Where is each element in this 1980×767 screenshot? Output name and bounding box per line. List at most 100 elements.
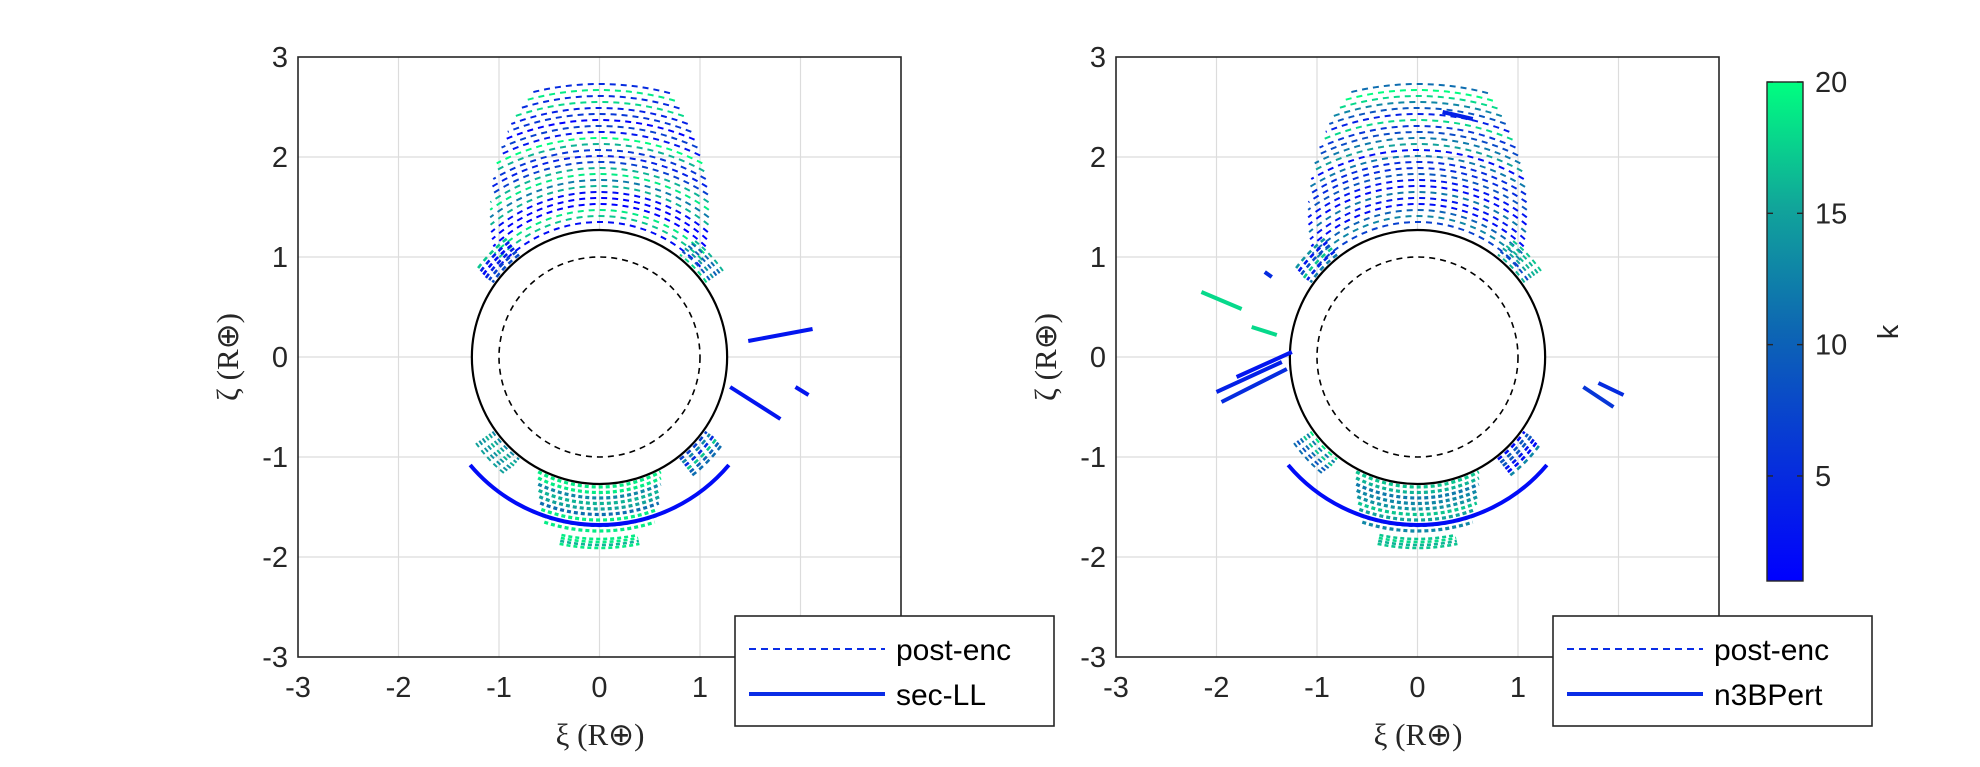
post-enc-dash	[474, 237, 508, 272]
post-enc-dash	[1355, 482, 1480, 500]
post-enc-dash	[1309, 155, 1526, 188]
earth-outline-circle	[470, 228, 729, 486]
post-enc-dash	[481, 244, 513, 277]
left-y-tick-labels: -3 -2 -1 0 1 2 3	[262, 42, 288, 674]
post-enc-dash	[684, 435, 715, 467]
post-enc-dash	[1356, 495, 1479, 511]
left-plot-panel: -3 -2 -1 0 1 2 -3 -2 -1 0 1 2 3 ξ (R⊕) ζ (R⊕) post-…	[210, 42, 1055, 752]
solid-trajectory-segment	[794, 385, 810, 397]
inner-dashed-circle	[498, 256, 701, 458]
left-sec-ll-series	[468, 327, 813, 527]
post-enc-dash	[1310, 149, 1525, 180]
post-enc-dash	[1497, 253, 1526, 284]
post-enc-dash	[560, 536, 639, 544]
post-enc-dash	[1379, 533, 1456, 541]
post-enc-dash	[491, 430, 520, 461]
post-enc-dash	[1309, 197, 1526, 241]
post-enc-dash	[498, 131, 701, 157]
y-tick-label: -1	[1080, 442, 1106, 474]
left-axes-box	[297, 56, 902, 658]
post-enc-dash	[1499, 250, 1529, 281]
post-enc-dash	[528, 83, 671, 95]
post-enc-dash	[491, 197, 708, 241]
post-enc-dash	[510, 106, 689, 125]
left-legend-box	[734, 615, 1055, 727]
post-enc-dash	[540, 507, 659, 522]
post-enc-dash	[1307, 179, 1528, 219]
post-enc-dash	[495, 215, 704, 261]
right-y-axis-label: ζ (R⊕)	[1028, 313, 1063, 401]
right-post-enc-dashes	[1292, 83, 1543, 550]
y-tick-label: 1	[272, 242, 288, 274]
post-enc-dash	[1306, 250, 1336, 281]
post-enc-dash	[1308, 161, 1527, 196]
post-enc-dash	[1356, 488, 1479, 506]
post-enc-dash	[679, 430, 708, 461]
x-tick-label: 0	[591, 672, 607, 704]
earth-outline-circle	[1288, 228, 1547, 486]
post-enc-dash	[1346, 83, 1489, 95]
post-enc-dash	[523, 89, 676, 102]
post-enc-dash	[689, 241, 721, 274]
post-enc-dash	[490, 191, 709, 233]
post-enc-dash	[501, 125, 698, 149]
y-tick-label: 0	[1090, 342, 1106, 374]
post-enc-dash	[538, 495, 661, 511]
x-tick-label: -1	[1304, 672, 1330, 704]
post-enc-dash	[489, 185, 710, 226]
post-enc-dash	[1312, 209, 1523, 254]
post-enc-dash	[1509, 238, 1542, 272]
y-tick-label: -3	[262, 642, 288, 674]
post-enc-dash	[481, 437, 513, 470]
post-enc-dash	[494, 143, 705, 173]
left-x-axis-label: ξ (R⊕)	[556, 717, 645, 752]
post-enc-dash	[1341, 89, 1494, 102]
post-enc-dash	[492, 149, 707, 180]
post-enc-dash	[1293, 442, 1326, 476]
y-tick-label: -2	[1080, 542, 1106, 574]
post-enc-dash	[538, 488, 661, 506]
right-n3bpert-series	[1200, 110, 1625, 527]
solid-trajectory-segment	[1251, 325, 1278, 337]
post-enc-dash	[488, 250, 518, 281]
x-tick-label: -1	[486, 672, 512, 704]
post-enc-dash	[1507, 241, 1539, 274]
post-enc-dash	[1502, 247, 1532, 279]
post-enc-dash	[537, 470, 662, 489]
post-enc-dash	[686, 437, 718, 470]
colorbar-ticks: 5 10 15 20	[1767, 67, 1847, 493]
solid-trajectory-segment	[747, 327, 813, 343]
y-tick-label: 3	[272, 42, 288, 74]
post-enc-dash	[1314, 136, 1521, 165]
post-enc-dash	[1296, 240, 1328, 275]
post-enc-dash	[679, 253, 708, 284]
colorbar-tick-label: 20	[1815, 67, 1847, 99]
post-enc-dash	[1361, 520, 1474, 533]
right-x-axis-label: ξ (R⊕)	[1374, 717, 1463, 752]
post-enc-dash	[478, 240, 510, 275]
colorbar-tick-label: 5	[1815, 461, 1831, 493]
post-enc-dash	[478, 440, 510, 473]
post-enc-dash	[686, 244, 718, 277]
post-enc-dash	[1357, 501, 1478, 517]
post-enc-dash	[484, 247, 515, 279]
solid-trajectory-segment	[1263, 270, 1273, 279]
y-tick-label: 2	[272, 142, 288, 174]
post-enc-dash	[537, 476, 662, 495]
solid-trajectory-segment	[1235, 350, 1293, 379]
post-enc-dash	[1309, 430, 1338, 461]
left-legend: post-enc sec-LL	[734, 615, 1055, 727]
x-tick-label: -3	[1103, 672, 1129, 704]
post-enc-dash	[1296, 440, 1328, 473]
solid-trajectory-segment	[1442, 110, 1474, 121]
right-earth-circles	[1288, 228, 1547, 486]
post-enc-dash	[543, 520, 656, 533]
post-enc-dash	[519, 95, 680, 110]
y-tick-label: 2	[1090, 142, 1106, 174]
post-enc-dash	[1307, 173, 1528, 211]
y-tick-label: -1	[262, 442, 288, 474]
right-legend: post-enc n3BPert	[1552, 615, 1873, 727]
post-enc-dash	[1504, 244, 1536, 277]
